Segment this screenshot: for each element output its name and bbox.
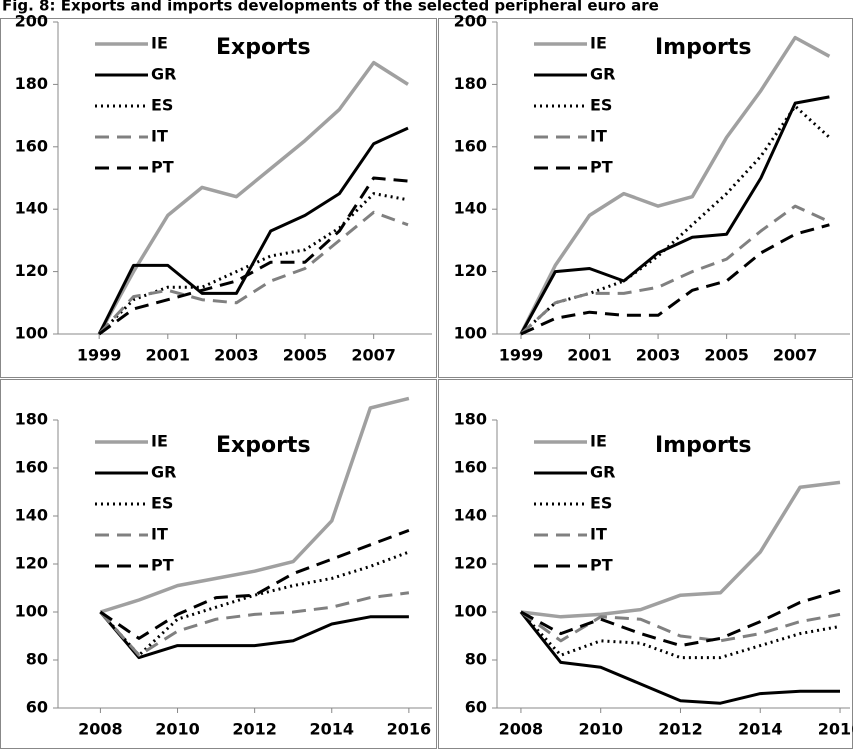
legend-label: IE [590,34,607,53]
series-line [98,176,409,336]
y-tick-label: 60 [26,698,48,717]
series-line [98,192,409,336]
x-tick-label: 2014 [738,720,783,739]
series-line [99,591,410,657]
legend-label: ES [151,494,173,513]
series-line [519,95,830,335]
x-tick-label: 2007 [351,346,396,365]
legend-label: PT [151,556,174,575]
series-line [519,35,831,335]
x-tick-label: 2003 [636,346,681,365]
y-tick-label: 180 [454,74,487,93]
legend-label: IT [590,127,607,146]
x-tick-label: 2014 [309,720,354,739]
legend-label: IE [590,432,607,451]
legend-label: IT [151,127,168,146]
panel-title: Imports [655,433,751,458]
series-line [99,396,410,614]
legend-label: GR [151,463,176,482]
y-tick-label: 200 [15,12,48,31]
series-line [99,528,410,640]
legend-label: PT [151,158,174,177]
series-line [98,210,409,336]
y-tick-label: 120 [454,554,487,573]
x-tick-label: 2008 [78,720,123,739]
legend-label: IT [151,525,168,544]
series-line [97,126,409,335]
series-line [97,60,409,335]
x-tick-label: 2001 [567,346,612,365]
series-line [520,223,830,336]
series-line [519,104,831,336]
panel-frame [438,18,853,378]
panel-title: Exports [216,35,311,60]
legend-label: ES [590,96,612,115]
legend-label: ES [590,494,612,513]
legend-label: GR [590,463,615,482]
y-tick-label: 100 [15,602,48,621]
legend-label: PT [590,556,613,575]
y-tick-label: 80 [26,650,48,669]
x-tick-label: 2007 [773,346,818,365]
panel-frame [0,18,437,378]
legend-label: IE [151,432,168,451]
x-tick-label: 2010 [155,720,200,739]
y-tick-label: 100 [454,602,487,621]
y-tick-label: 140 [15,199,48,218]
y-tick-label: 120 [15,554,48,573]
legend-label: IT [590,525,607,544]
y-tick-label: 180 [454,410,487,429]
series-line [519,204,831,336]
x-tick-label: 2016 [387,720,432,739]
x-tick-label: 1999 [77,346,122,365]
y-tick-label: 160 [454,458,487,477]
y-tick-label: 180 [15,74,48,93]
y-tick-label: 100 [454,324,487,343]
y-tick-label: 60 [465,698,487,717]
series-line [520,480,841,619]
x-tick-label: 2001 [146,346,191,365]
panel-title: Exports [216,433,311,458]
y-tick-label: 140 [454,506,487,525]
x-tick-label: 2016 [818,720,853,739]
y-tick-label: 140 [454,199,487,218]
series-line [519,611,840,705]
x-tick-label: 1999 [499,346,544,365]
series-line [519,610,841,660]
legend-label: IE [151,34,168,53]
y-tick-label: 160 [454,136,487,155]
y-tick-label: 100 [15,324,48,343]
panel-title: Imports [655,35,751,60]
y-tick-label: 200 [454,12,487,31]
y-tick-label: 160 [15,458,48,477]
legend-label: PT [590,158,613,177]
x-tick-label: 2010 [578,720,623,739]
y-tick-label: 120 [454,261,487,280]
series-line [520,610,841,643]
y-tick-label: 160 [15,136,48,155]
legend-label: ES [151,96,173,115]
x-tick-label: 2012 [232,720,277,739]
figure-title: Fig. 8: Exports and imports developments… [2,0,659,15]
series-line [99,611,409,660]
y-tick-label: 180 [15,410,48,429]
legend-label: GR [590,65,615,84]
y-tick-label: 80 [465,650,487,669]
legend-label: GR [151,65,176,84]
x-tick-label: 2005 [704,346,749,365]
x-tick-label: 2005 [283,346,328,365]
y-tick-label: 140 [15,506,48,525]
x-tick-label: 2008 [499,720,544,739]
y-tick-label: 120 [15,261,48,280]
x-tick-label: 2012 [658,720,703,739]
x-tick-label: 2003 [214,346,259,365]
